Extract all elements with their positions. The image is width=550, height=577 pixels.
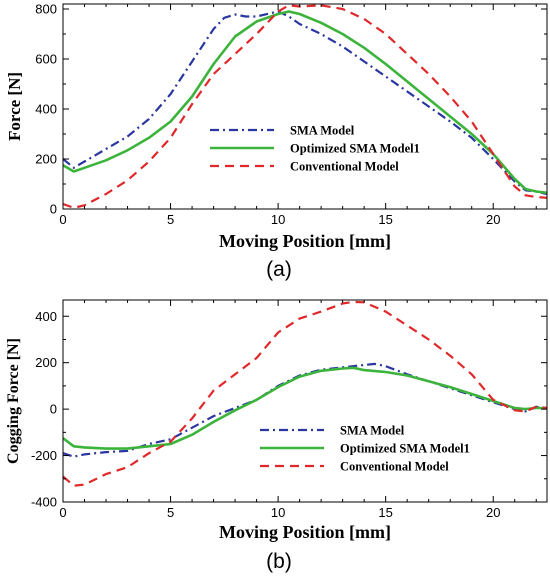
y-tick-label: 200 <box>35 152 57 167</box>
figure-caption: (b) <box>266 550 292 573</box>
y-tick-label: 800 <box>35 2 57 17</box>
x-tick-label: 15 <box>378 505 392 520</box>
series-line-3 <box>63 4 547 209</box>
x-tick-label: 15 <box>378 212 392 227</box>
legend-label-2: Optimized SMA Model1 <box>290 142 420 156</box>
series-line-2 <box>63 10 547 195</box>
x-tick-label: 0 <box>59 505 66 520</box>
x-tick-label: 10 <box>271 212 285 227</box>
legend-label-3: Conventional Model <box>340 460 449 474</box>
y-tick-label: -400 <box>31 495 57 510</box>
x-tick-label: 5 <box>167 212 174 227</box>
plot-frame <box>62 3 548 210</box>
y-tick-label: 400 <box>35 102 57 117</box>
y-tick-label: 400 <box>35 309 57 324</box>
x-tick-label: 10 <box>271 505 285 520</box>
figure-caption: (a) <box>266 258 292 281</box>
legend-label-3: Conventional Model <box>290 160 399 174</box>
series-line-2 <box>63 366 547 450</box>
chart-b: 0 5 10 15 20 -400 -200 0 200 400 Moving Position [… <box>5 299 548 573</box>
y-tick-label: -200 <box>31 448 57 463</box>
x-axis-title: Moving Position [mm] <box>219 522 391 542</box>
legend-label-2: Optimized SMA Model1 <box>340 442 470 456</box>
y-tick-label: 0 <box>50 202 57 217</box>
plot-frame <box>62 299 548 503</box>
series-line-1 <box>63 10 547 196</box>
legend-label-1: SMA Model <box>290 124 355 138</box>
y-tick-label: 200 <box>35 355 57 370</box>
y-tick-label: 600 <box>35 52 57 67</box>
x-tick-label: 20 <box>486 212 500 227</box>
x-tick-label: 5 <box>167 505 174 520</box>
y-axis-title: Force [N] <box>5 72 24 141</box>
y-axis-title: Cogging Force [N] <box>5 338 22 464</box>
y-tick-label: 0 <box>50 402 57 417</box>
x-tick-label: 0 <box>59 212 66 227</box>
x-axis-title: Moving Position [mm] <box>219 231 391 251</box>
legend-label-1: SMA Model <box>340 424 405 438</box>
series-line-3 <box>63 300 547 487</box>
x-tick-label: 20 <box>486 505 500 520</box>
